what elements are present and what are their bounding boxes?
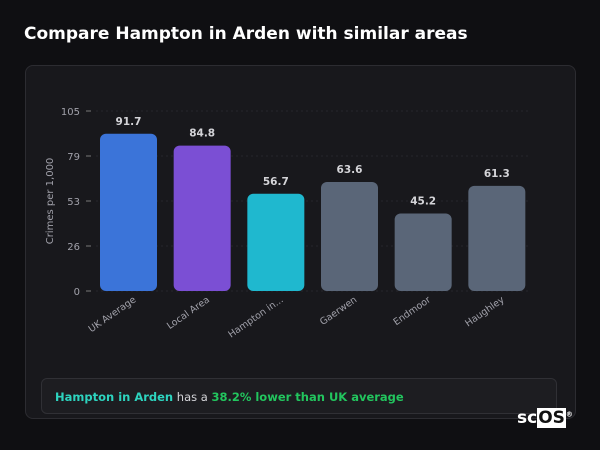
y-tick-label: 0 — [74, 287, 80, 298]
bar — [394, 213, 452, 291]
data-label: 91.7 — [116, 116, 142, 128]
data-label: 45.2 — [410, 196, 436, 208]
y-tick-label: 79 — [67, 152, 80, 163]
area-name: Hampton in Arden — [55, 390, 174, 404]
y-tick-label: 26 — [67, 242, 80, 253]
data-label: 61.3 — [484, 168, 510, 180]
x-tick-label: Local Area — [165, 294, 212, 331]
logo: scOS® — [517, 408, 573, 428]
y-tick-label: 105 — [61, 107, 80, 118]
bar — [247, 193, 305, 291]
bar — [321, 181, 378, 291]
x-tick-label: Haughley — [463, 294, 507, 329]
x-tick-label: UK Average — [87, 294, 139, 335]
y-axis-label: Crimes per 1,000 — [45, 158, 56, 245]
x-tick-label: Hampton in... — [226, 294, 285, 340]
y-tick-label: 53 — [67, 197, 80, 208]
data-label: 56.7 — [263, 176, 289, 188]
page-title: Compare Hampton in Arden with similar ar… — [24, 24, 468, 44]
comparison-summary: Hampton in Arden has a 38.2% lower than … — [41, 378, 557, 414]
logo-text: sc — [517, 408, 538, 428]
summary-text: has a — [173, 390, 212, 404]
registered-mark: ® — [565, 410, 573, 419]
x-tick-label: Endmoor — [391, 294, 432, 328]
data-label: 84.8 — [189, 128, 215, 140]
bar — [100, 133, 157, 291]
bar — [173, 145, 231, 291]
data-label: 63.6 — [337, 164, 363, 176]
bar — [468, 185, 526, 291]
x-tick-label: Gaerwen — [318, 294, 359, 327]
comparison-stat: 38.2% lower than UK average — [211, 390, 404, 404]
logo-text-boxed: OS — [537, 408, 566, 428]
